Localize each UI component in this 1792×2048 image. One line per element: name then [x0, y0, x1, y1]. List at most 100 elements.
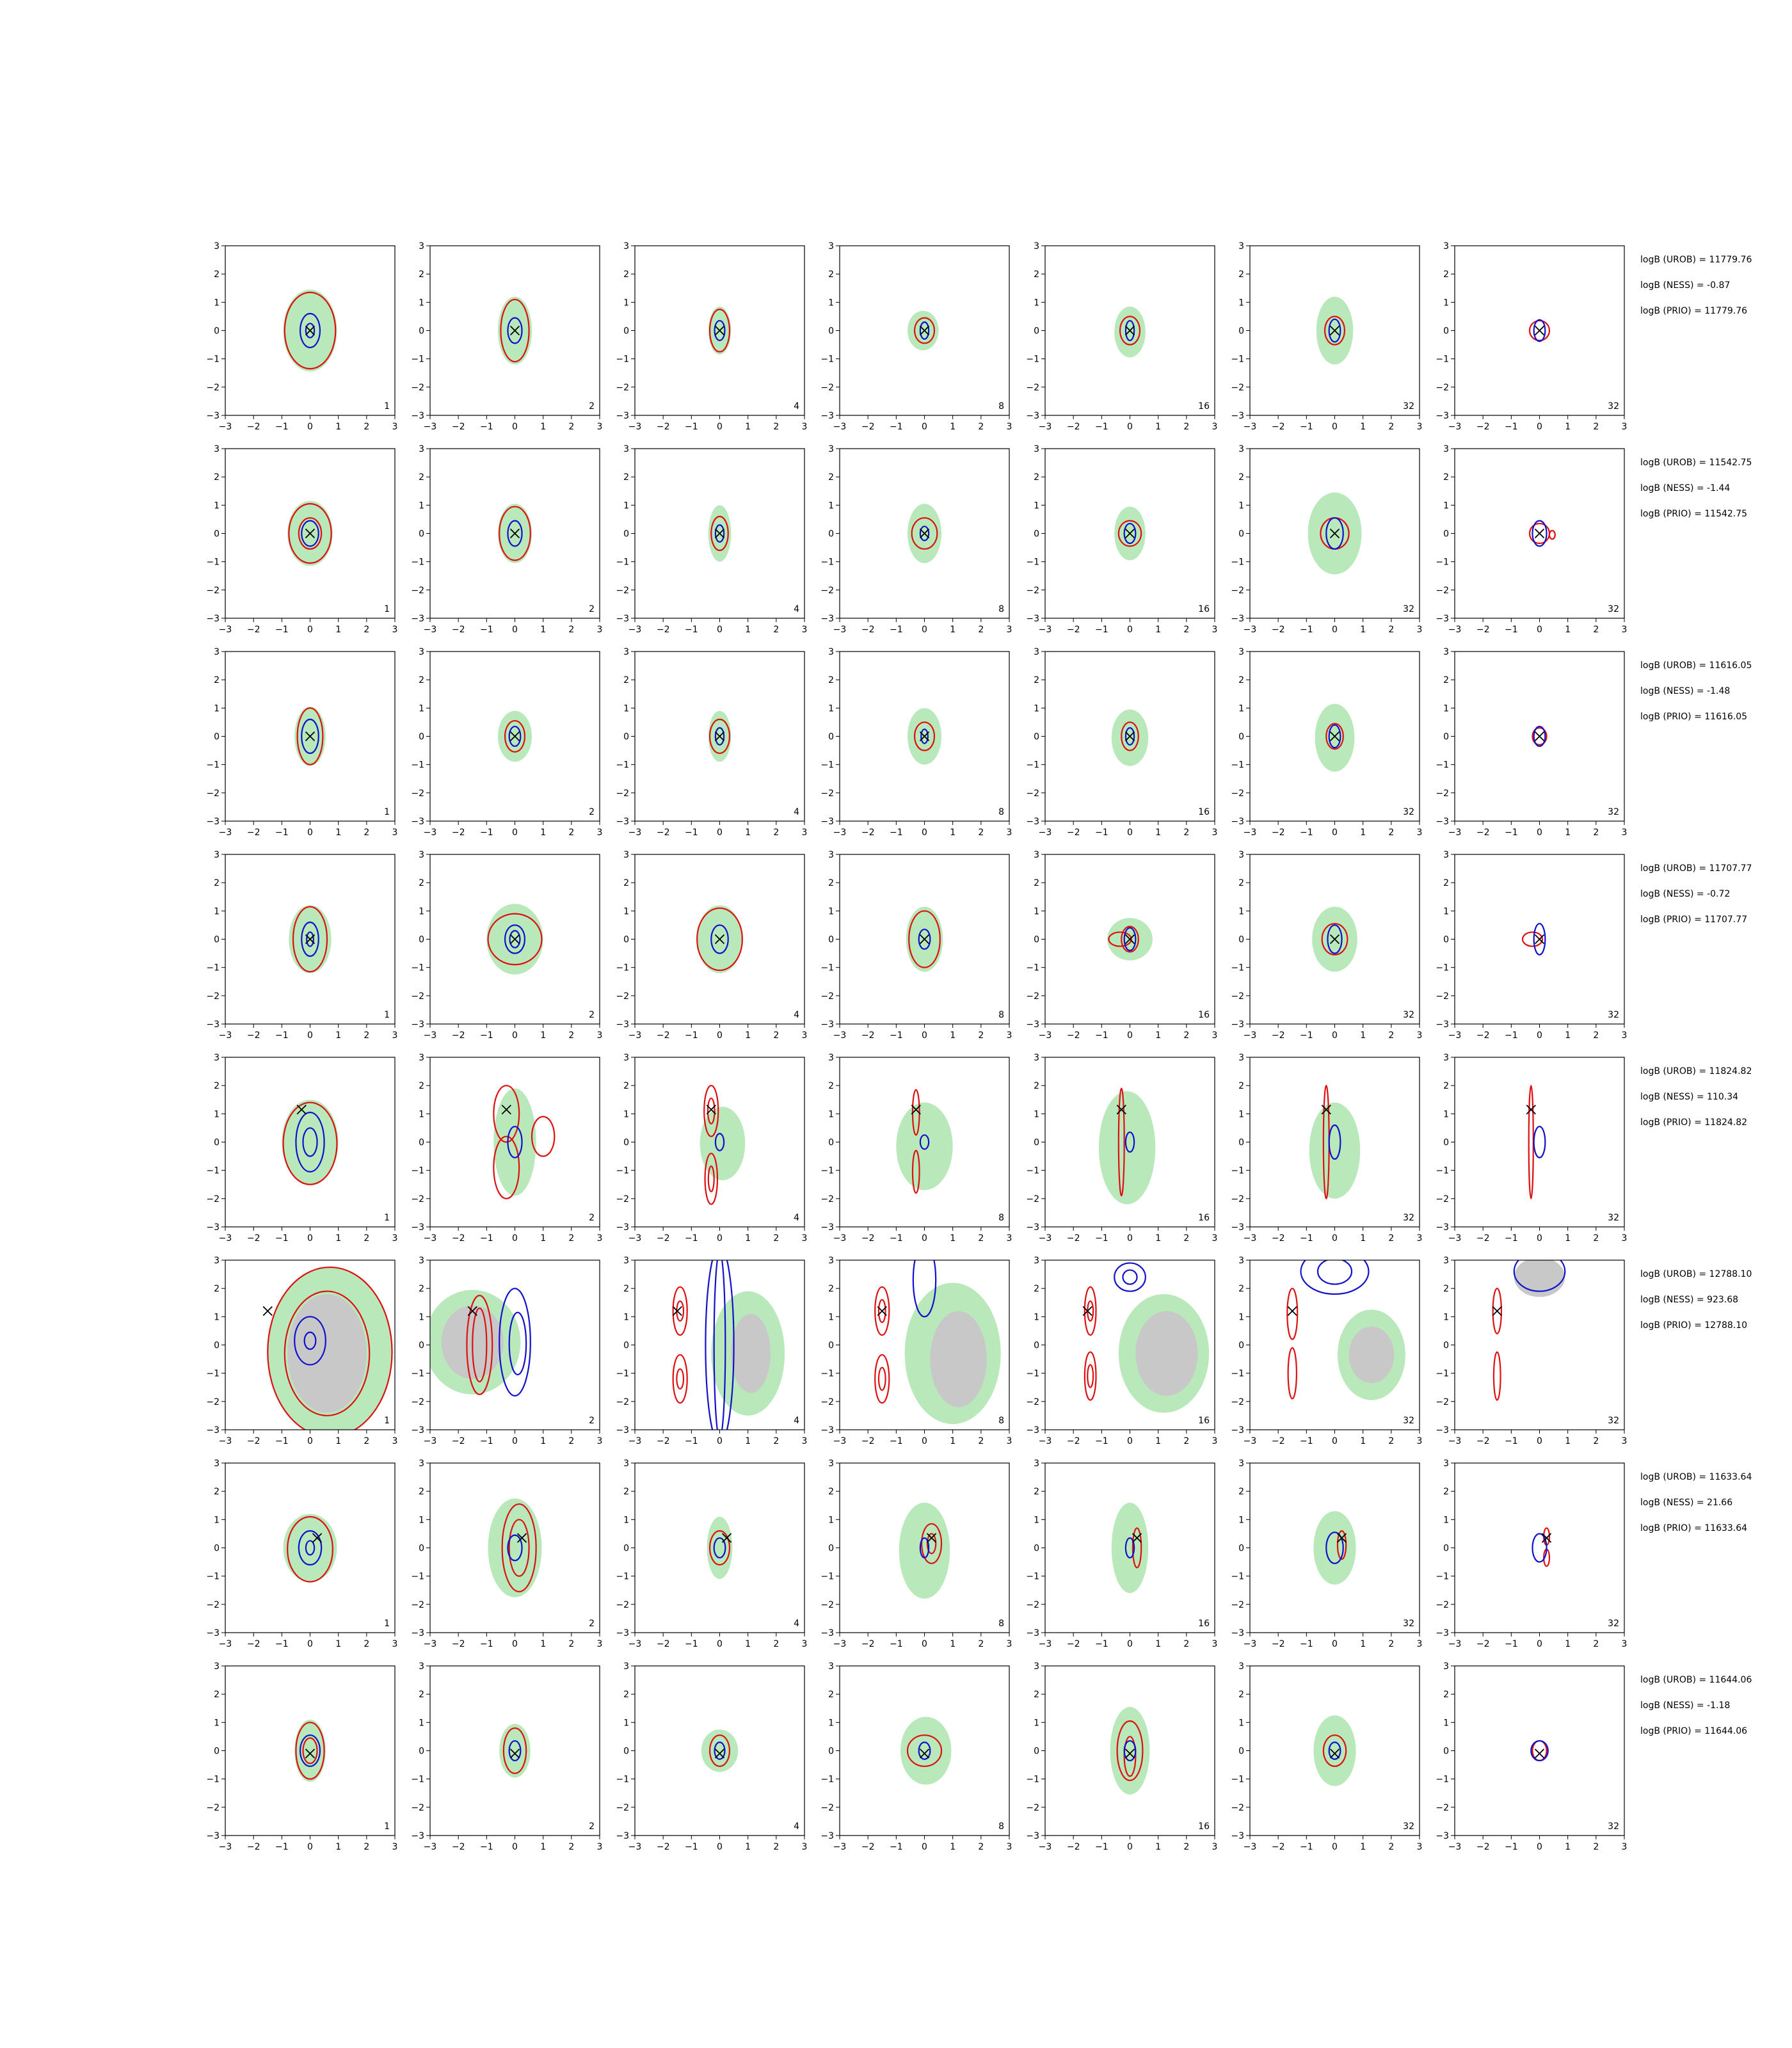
x-tick-label: −1	[275, 1030, 289, 1041]
plot-area	[899, 1502, 950, 1599]
y-tick-label: −1	[820, 1775, 834, 1785]
red-contour	[288, 503, 332, 564]
y-tick-label: 1	[214, 1109, 220, 1119]
x-marker	[1534, 528, 1545, 539]
logb-label: logB (PRIO) = 11707.77	[1640, 915, 1747, 925]
x-tick-label: 1	[950, 422, 956, 432]
y-tick-label: −1	[411, 1166, 424, 1176]
column-label: 2	[589, 1416, 595, 1426]
x-tick-label: −2	[247, 1436, 260, 1446]
red-contour	[493, 1135, 520, 1199]
x-tick-label: −3	[1448, 625, 1462, 635]
x-tick-label: 0	[1537, 1639, 1542, 1649]
x-tick-label: −3	[628, 1233, 642, 1244]
panel: −3−3 −2 −2 −1 −1 0 0 1 1 2 2 3 3 2	[411, 444, 602, 635]
x-marker	[919, 325, 930, 336]
y-tick-label: 3	[1443, 1053, 1449, 1063]
x-tick-label: −1	[1300, 1233, 1313, 1244]
x-tick-label: 2	[773, 828, 779, 838]
y-tick-label: 2	[419, 269, 424, 280]
blue-contour	[912, 1260, 937, 1318]
x-tick-label: 0	[512, 1639, 518, 1649]
x-tick-label: −2	[1476, 422, 1490, 432]
x-tick-label: 3	[597, 422, 603, 432]
column-label: 32	[1608, 1821, 1619, 1832]
x-tick-label: 0	[307, 1030, 313, 1041]
column-label: 32	[1608, 807, 1619, 817]
x-tick-label: −1	[1505, 422, 1518, 432]
x-tick-label: 0	[922, 1842, 927, 1852]
x-marker	[1116, 1105, 1126, 1115]
y-tick-label: 0	[623, 1341, 629, 1351]
red-contour	[906, 1734, 943, 1767]
y-tick-label: 0	[623, 529, 629, 540]
y-tick-label: −1	[1026, 1775, 1039, 1785]
y-tick-label: −1	[411, 1369, 424, 1379]
y-tick-label: 1	[1238, 1109, 1244, 1119]
y-tick-label: −1	[411, 557, 424, 568]
x-tick-label: −1	[275, 625, 289, 635]
red-contour	[874, 1354, 890, 1404]
y-tick-label: 0	[1034, 1747, 1039, 1757]
x-tick-label: 1	[1360, 1842, 1366, 1852]
x-tick-label: −2	[1272, 1030, 1285, 1041]
y-tick-label: −2	[616, 991, 629, 1002]
x-marker	[1336, 1533, 1347, 1543]
red-contour	[920, 1523, 943, 1564]
blue-contour	[920, 728, 929, 744]
y-tick-label: 3	[419, 241, 424, 252]
y-tick-label: −2	[1026, 586, 1039, 596]
y-tick-label: 0	[623, 732, 629, 742]
y-tick-label: 2	[1034, 1081, 1039, 1091]
x-tick-label: 3	[597, 625, 603, 635]
y-tick-label: −3	[1026, 1831, 1039, 1841]
red-contour	[1521, 931, 1544, 947]
y-tick-label: 2	[1443, 1081, 1449, 1091]
x-tick-label: −3	[424, 1436, 437, 1446]
red-contour	[1116, 1720, 1144, 1781]
plot-area	[1309, 1085, 1361, 1199]
y-tick-label: −2	[1436, 383, 1449, 393]
y-tick-label: −2	[820, 991, 834, 1002]
y-tick-label: 1	[214, 1312, 220, 1322]
x-marker	[296, 1105, 307, 1115]
y-tick-label: −1	[820, 557, 834, 568]
y-tick-label: −1	[206, 1572, 220, 1582]
x-marker	[501, 1105, 511, 1115]
x-marker	[1534, 731, 1545, 742]
y-tick-label: −3	[820, 1831, 834, 1841]
x-tick-label: 0	[717, 1030, 723, 1041]
x-tick-label: −2	[861, 828, 875, 838]
x-tick-label: −2	[452, 422, 465, 432]
x-marker	[312, 1533, 323, 1543]
y-tick-label: 1	[419, 1312, 424, 1322]
y-tick-label: 0	[214, 1747, 220, 1757]
x-tick-label: 1	[1565, 1436, 1571, 1446]
x-tick-label: 0	[1332, 422, 1338, 432]
y-tick-label: 0	[1443, 1747, 1449, 1757]
x-tick-label: −3	[219, 828, 232, 838]
y-tick-label: 2	[1443, 1690, 1449, 1700]
x-tick-label: −3	[1448, 1842, 1462, 1852]
x-marker	[1321, 1105, 1331, 1115]
x-marker	[1492, 1306, 1502, 1316]
y-tick-label: 2	[1238, 269, 1244, 280]
x-tick-label: 0	[922, 422, 927, 432]
y-tick-label: −2	[820, 1397, 834, 1407]
x-tick-label: −1	[685, 1030, 698, 1041]
red-contour	[1121, 721, 1139, 751]
y-tick-label: 0	[214, 326, 220, 337]
y-tick-label: 1	[623, 1109, 629, 1119]
red-contour	[284, 1290, 371, 1417]
x-tick-label: 1	[1155, 625, 1161, 635]
x-tick-label: 0	[1332, 625, 1338, 635]
y-tick-label: 3	[214, 241, 220, 252]
logb-label: logB (PRIO) = 11644.06	[1640, 1726, 1747, 1736]
x-marker	[714, 1748, 725, 1759]
y-tick-label: 2	[419, 1690, 424, 1700]
x-marker	[919, 1748, 930, 1759]
y-tick-label: −1	[1231, 963, 1244, 973]
y-tick-label: −2	[820, 586, 834, 596]
